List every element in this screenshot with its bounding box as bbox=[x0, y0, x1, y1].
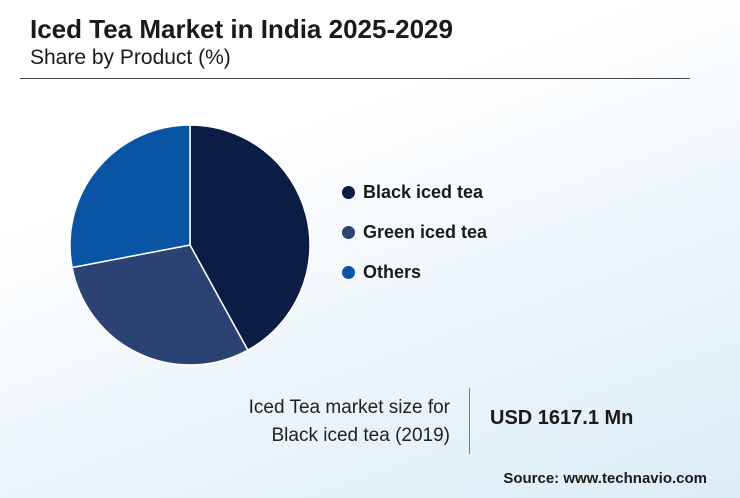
legend-item: Green iced tea bbox=[342, 212, 487, 252]
stat-label-line1: Iced Tea market size for bbox=[248, 397, 450, 418]
legend-label: Others bbox=[363, 261, 422, 282]
chart-title: Iced Tea Market in India 2025-2029 bbox=[30, 14, 453, 44]
source-note: Source: www.technavio.com bbox=[503, 470, 707, 487]
chart-legend: Black iced tea Green iced tea Others bbox=[342, 172, 487, 292]
legend-label: Green iced tea bbox=[363, 221, 488, 242]
legend-swatch bbox=[342, 185, 355, 199]
legend-swatch bbox=[342, 225, 355, 239]
pie-slice-black-iced-tea bbox=[189, 124, 311, 352]
title-divider bbox=[20, 78, 690, 79]
stat-value: USD 1617.1 Mn bbox=[490, 407, 634, 429]
legend-item: Black iced tea bbox=[342, 172, 487, 212]
stat-label-line2: Black iced tea (2019) bbox=[271, 425, 451, 446]
legend-label: Black iced tea bbox=[363, 181, 484, 202]
chart-subtitle: Share by Product (%) bbox=[30, 46, 231, 69]
legend-item: Others bbox=[342, 252, 487, 292]
pie-slice-others bbox=[69, 124, 191, 269]
legend-swatch bbox=[342, 265, 355, 279]
stat-divider bbox=[469, 388, 470, 454]
stat-label: Iced Tea market size for Black iced tea … bbox=[190, 394, 450, 450]
pie-slice-green-iced-tea bbox=[71, 244, 249, 366]
